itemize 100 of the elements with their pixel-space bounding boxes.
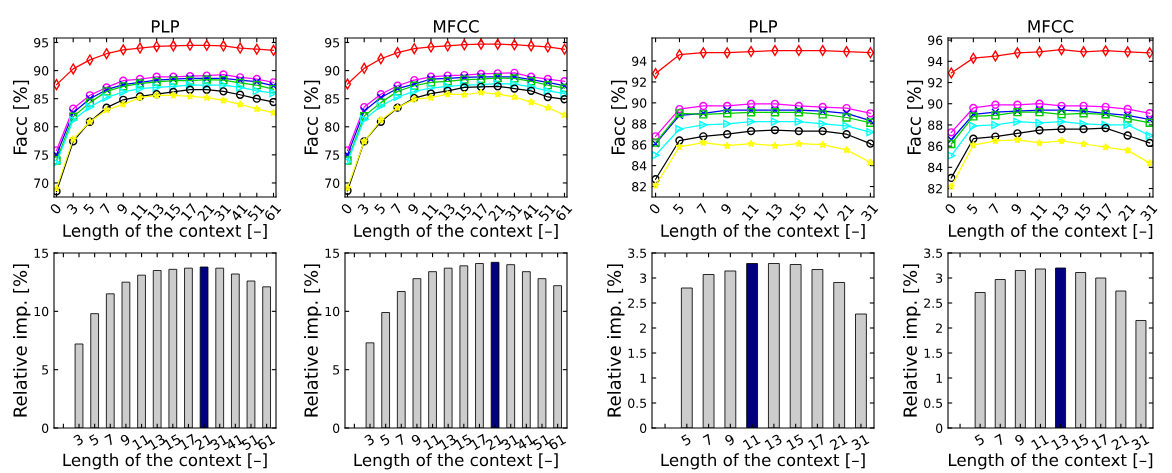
y-tick-label: 80 bbox=[34, 122, 49, 132]
point bbox=[135, 84, 145, 93]
x-tick-label: 9 bbox=[407, 202, 420, 215]
y-tick-label: 85 bbox=[325, 94, 340, 104]
y-tick-label: 1 bbox=[936, 373, 942, 383]
point bbox=[526, 82, 536, 92]
x-tick-label: 15 bbox=[786, 433, 805, 451]
x-tick-label: 3 bbox=[357, 202, 370, 215]
point bbox=[969, 140, 978, 149]
point bbox=[85, 98, 95, 107]
point bbox=[1123, 146, 1132, 154]
point bbox=[376, 101, 386, 111]
x-tick-label: 9 bbox=[1010, 202, 1023, 215]
x-tick-label: 13 bbox=[437, 202, 456, 222]
point bbox=[1013, 117, 1022, 126]
point bbox=[560, 89, 567, 98]
x-tick-label: 13 bbox=[146, 202, 165, 222]
point bbox=[186, 92, 195, 100]
y-tick-label: 1.5 bbox=[924, 348, 943, 358]
y-tick-label: 3.5 bbox=[924, 248, 943, 258]
point bbox=[560, 95, 567, 104]
chart-title: PLP bbox=[749, 20, 778, 33]
x-tick-label: 41 bbox=[230, 203, 248, 222]
y-tick-label: 80 bbox=[325, 122, 340, 132]
point bbox=[1057, 136, 1066, 145]
point bbox=[1145, 158, 1153, 167]
point bbox=[794, 101, 803, 111]
point bbox=[252, 94, 261, 103]
y-tick-label: 92 bbox=[928, 77, 942, 88]
point bbox=[443, 82, 452, 91]
x-tick-label: 17 bbox=[813, 203, 831, 222]
point bbox=[1079, 46, 1088, 58]
point bbox=[560, 110, 567, 119]
point bbox=[991, 50, 1000, 62]
point bbox=[1035, 99, 1044, 108]
x-tick-label: 5 bbox=[379, 433, 391, 447]
point bbox=[236, 100, 245, 108]
y-tick-label: 3.5 bbox=[628, 248, 647, 258]
point bbox=[969, 103, 978, 113]
y-tick-label: 94 bbox=[928, 56, 943, 67]
point bbox=[510, 79, 519, 89]
point bbox=[770, 141, 779, 150]
point bbox=[948, 173, 956, 183]
point bbox=[1057, 44, 1066, 56]
point bbox=[699, 120, 708, 129]
point bbox=[818, 119, 827, 128]
y-tick-label: 94 bbox=[632, 56, 647, 66]
y-axis-title: Relative imp. [%] bbox=[303, 264, 322, 417]
point bbox=[1035, 126, 1044, 135]
x-tick-label: 9 bbox=[724, 433, 736, 447]
point bbox=[747, 139, 756, 148]
y-tick-label: 70 bbox=[325, 178, 340, 188]
point bbox=[1101, 102, 1110, 112]
x-tick-label: 31 bbox=[504, 203, 523, 222]
x-tick-label: 9 bbox=[116, 202, 129, 215]
point bbox=[699, 138, 708, 147]
x-tick-label: 5 bbox=[672, 203, 685, 215]
point bbox=[969, 121, 978, 131]
x-tick-label: 17 bbox=[471, 203, 489, 222]
point bbox=[1079, 139, 1088, 148]
point bbox=[252, 104, 261, 113]
y-tick-label: 10 bbox=[34, 306, 49, 317]
y-tick-label: 2 bbox=[640, 323, 646, 333]
x-tick-label: 31 bbox=[860, 203, 879, 222]
x-tick-label: 21 bbox=[196, 203, 215, 222]
y-tick-label: 86 bbox=[632, 140, 647, 150]
point bbox=[652, 181, 660, 189]
x-tick-label: 0 bbox=[944, 202, 957, 215]
point bbox=[652, 175, 660, 184]
y-tick-label: 90 bbox=[928, 99, 943, 109]
point bbox=[1145, 109, 1153, 118]
point bbox=[1035, 138, 1044, 147]
point bbox=[360, 102, 369, 112]
point bbox=[426, 89, 436, 98]
x-tick-label: 17 bbox=[1091, 433, 1110, 451]
point bbox=[746, 99, 756, 109]
point bbox=[426, 93, 435, 102]
x-tick-label: 5 bbox=[680, 433, 692, 447]
point bbox=[102, 48, 111, 60]
y-axis-title: Relative imp. [%] bbox=[607, 264, 625, 417]
y-tick-label: 70 bbox=[34, 178, 49, 188]
point bbox=[723, 119, 732, 128]
point bbox=[152, 83, 161, 92]
point bbox=[675, 49, 684, 61]
x-axis-title: Length of the context [–] bbox=[949, 224, 1153, 241]
point bbox=[652, 150, 660, 160]
point bbox=[1013, 100, 1022, 109]
point bbox=[85, 102, 95, 112]
x-axis-title: Length of the context [–] bbox=[63, 453, 267, 470]
x-tick-label: 17 bbox=[807, 433, 826, 451]
point bbox=[493, 82, 502, 91]
y-tick-label: 2 bbox=[936, 323, 942, 333]
y-tick-label: 88 bbox=[632, 119, 647, 129]
point bbox=[169, 91, 178, 99]
point bbox=[477, 88, 486, 97]
y-tick-label: 88 bbox=[928, 120, 943, 130]
point bbox=[1035, 46, 1044, 58]
point bbox=[794, 126, 803, 136]
x-tick-label: 5 bbox=[966, 203, 979, 215]
x-tick-label: 17 bbox=[1096, 203, 1114, 222]
